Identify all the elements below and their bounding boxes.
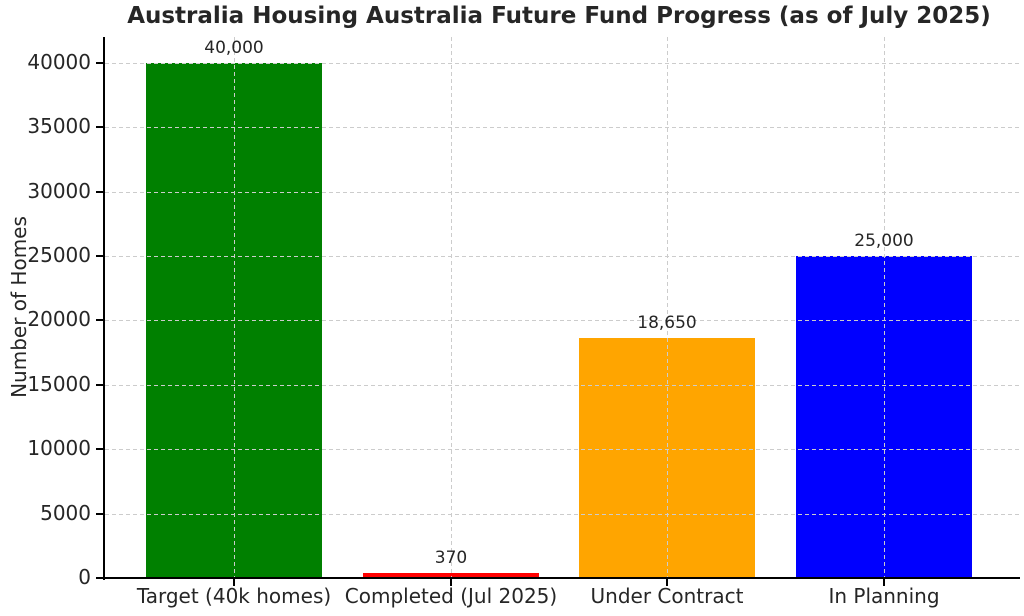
x-axis-spine xyxy=(103,577,1020,579)
y-tick-mark xyxy=(96,190,103,193)
x-tick-label-target-40k-homes: Target (40k homes) xyxy=(136,584,332,608)
y-tick-label: 25000 xyxy=(27,243,91,267)
y-tick-mark xyxy=(96,448,103,451)
grid-line-h xyxy=(105,320,1019,322)
grid-line-v xyxy=(884,37,885,578)
x-tick-label-in-planning: In Planning xyxy=(828,584,940,608)
grid-line-h xyxy=(105,127,1019,129)
x-tick-mark xyxy=(450,579,452,586)
grid-line-v xyxy=(451,37,452,578)
grid-line-v xyxy=(667,37,668,578)
grid-line-v xyxy=(234,37,235,578)
bar-value-label: 25,000 xyxy=(854,231,914,251)
bar-value-label: 370 xyxy=(434,548,468,569)
grid-line-h xyxy=(105,384,1019,386)
y-tick-label: 40000 xyxy=(27,49,91,74)
y-tick-mark xyxy=(96,319,103,322)
grid-line-h xyxy=(105,191,1019,193)
y-tick-label: 5000 xyxy=(40,500,91,525)
y-tick-mark xyxy=(96,512,103,515)
bar-value-label: 40,000 xyxy=(204,37,264,58)
x-tick-mark xyxy=(666,579,668,586)
y-tick-label: 20000 xyxy=(27,307,91,332)
x-tick-mark xyxy=(883,579,885,586)
grid-line-h xyxy=(105,62,1019,64)
grid-line-h xyxy=(105,449,1019,451)
y-tick-mark xyxy=(96,61,103,64)
y-tick-mark xyxy=(96,577,103,579)
x-tick-label-under-contract: Under Contract xyxy=(590,584,744,608)
grid-line-h xyxy=(105,513,1019,515)
y-tick-label: 0 xyxy=(78,565,91,589)
grid-line-h xyxy=(105,256,1019,257)
y-axis-spine xyxy=(103,37,105,580)
bar-value-label: 18,650 xyxy=(637,312,697,333)
y-tick-label: 10000 xyxy=(27,436,91,461)
x-tick-label-completed-jul-2025: Completed (Jul 2025) xyxy=(344,584,558,608)
y-tick-mark xyxy=(96,383,103,386)
y-tick-label: 30000 xyxy=(27,178,91,203)
y-tick-label: 35000 xyxy=(27,114,91,139)
y-tick-mark xyxy=(96,126,103,129)
y-tick-mark xyxy=(96,255,103,257)
chart-title: Australia Housing Australia Future Fund … xyxy=(127,3,991,29)
y-tick-label: 15000 xyxy=(27,371,91,396)
x-tick-mark xyxy=(233,579,235,586)
